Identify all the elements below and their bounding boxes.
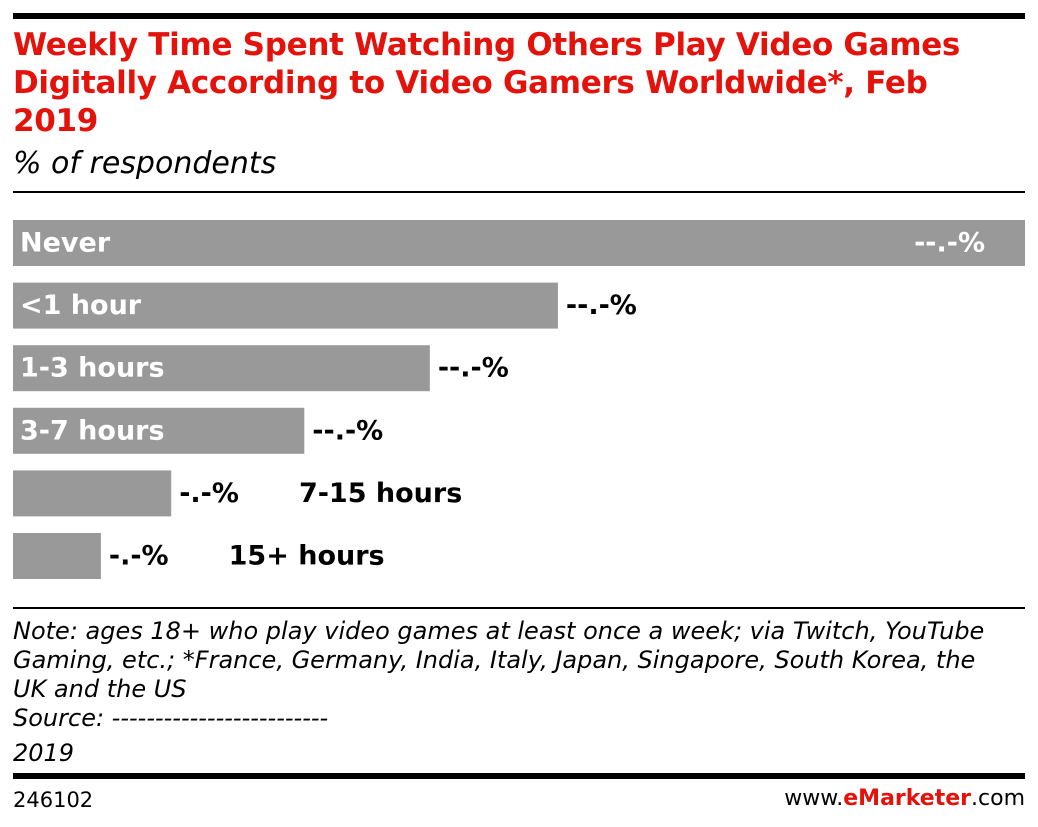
rule: [13, 191, 1025, 193]
bar: [13, 282, 558, 329]
chart: --.-% Never --.-% <1 hour --.-% 1-3 hours --.-…: [13, 220, 1025, 579]
chart-title: Weekly Time Spent Watching Others Play V…: [13, 27, 961, 139]
value-label: -.-%: [179, 478, 239, 509]
source: 2019: [13, 739, 75, 767]
brand: www.eMarketer.com: [784, 786, 1025, 811]
value-label: --.-%: [566, 290, 637, 321]
category-label: 7-15 hours: [299, 478, 462, 509]
note: Note: ages 18+ who play video games at l…: [13, 617, 985, 703]
bar: [13, 470, 172, 517]
brand-text: .com: [971, 786, 1025, 811]
category-label: Never: [20, 228, 111, 259]
brand-text: www.: [784, 786, 844, 811]
category-label: 3-7 hours: [20, 415, 165, 446]
bar: [13, 345, 430, 392]
brand-text: eMarketer: [843, 786, 972, 811]
category-label: 15+ hours: [229, 541, 385, 572]
bottom-rule: [13, 773, 1025, 779]
bar: [13, 407, 305, 454]
rule: [13, 607, 1025, 609]
bar: [13, 533, 101, 579]
category-label: 1-3 hours: [20, 353, 165, 384]
source: Source: -------------------------: [13, 704, 329, 732]
value-label: --.-%: [914, 228, 985, 259]
chart-subtitle: % of respondents: [13, 146, 277, 181]
value-label: --.-%: [312, 415, 383, 446]
value-label: -.-%: [109, 541, 169, 572]
chart-id: 246102: [13, 788, 94, 812]
category-label: <1 hour: [20, 290, 142, 321]
value-label: --.-%: [438, 353, 509, 384]
top-rule: [13, 13, 1025, 19]
bar: [13, 220, 1025, 266]
